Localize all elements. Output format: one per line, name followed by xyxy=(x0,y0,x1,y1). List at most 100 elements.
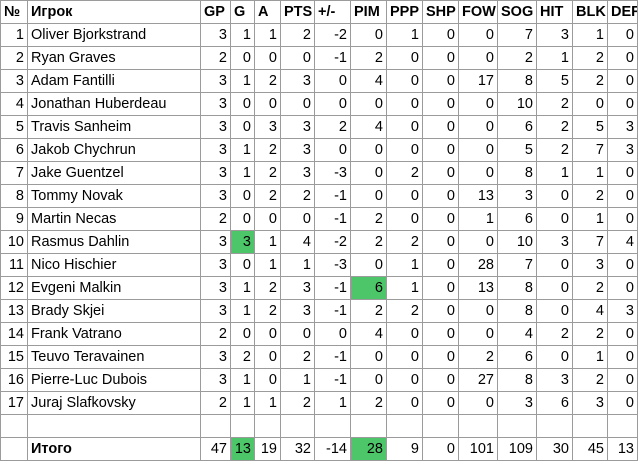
stat-cell-ppp[interactable]: 2 xyxy=(386,299,423,323)
player-name-cell[interactable]: Evgeni Malkin xyxy=(27,276,201,300)
total-cell-hit[interactable]: 30 xyxy=(536,437,573,461)
stat-cell-pim[interactable]: 6 xyxy=(350,276,387,300)
stat-cell-gp[interactable]: 3 xyxy=(200,345,231,369)
stat-cell-fow[interactable]: 0 xyxy=(458,23,498,47)
stat-cell-g[interactable]: 3 xyxy=(230,230,255,254)
column-header[interactable]: A xyxy=(254,0,281,24)
stat-cell-fow[interactable]: 0 xyxy=(458,299,498,323)
stat-cell-ppp[interactable]: 0 xyxy=(386,92,423,116)
empty-cell[interactable] xyxy=(280,414,315,438)
stat-cell-def[interactable]: 0 xyxy=(607,276,638,300)
stat-cell-shp[interactable]: 0 xyxy=(422,368,459,392)
player-name-cell[interactable]: Oliver Bjorkstrand xyxy=(27,23,201,47)
stat-cell-sog[interactable]: 3 xyxy=(497,184,537,208)
stat-cell-pts[interactable]: 0 xyxy=(280,46,315,70)
stat-cell-g[interactable]: 0 xyxy=(230,115,255,139)
stat-cell-fow[interactable]: 0 xyxy=(458,115,498,139)
player-name-cell[interactable]: Adam Fantilli xyxy=(27,69,201,93)
stat-cell-hit[interactable]: 2 xyxy=(536,138,573,162)
stat-cell-def[interactable]: 0 xyxy=(607,253,638,277)
stat-cell-shp[interactable]: 0 xyxy=(422,207,459,231)
stat-cell-pim[interactable]: 0 xyxy=(350,92,387,116)
stat-cell-hit[interactable]: 3 xyxy=(536,23,573,47)
stat-cell-pim[interactable]: 2 xyxy=(350,207,387,231)
stat-cell-g[interactable]: 1 xyxy=(230,368,255,392)
empty-cell[interactable] xyxy=(254,414,281,438)
stat-cell-shp[interactable]: 0 xyxy=(422,322,459,346)
stat-cell-shp[interactable]: 0 xyxy=(422,23,459,47)
stat-cell-blk[interactable]: 3 xyxy=(572,391,608,415)
stat-cell-g[interactable]: 1 xyxy=(230,161,255,185)
column-header[interactable]: SHP xyxy=(422,0,459,24)
empty-cell[interactable] xyxy=(314,414,351,438)
stat-cell-ppp[interactable]: 0 xyxy=(386,391,423,415)
stat-cell-sog[interactable]: 8 xyxy=(497,299,537,323)
stat-cell-ppp[interactable]: 0 xyxy=(386,184,423,208)
stat-cell-a[interactable]: 1 xyxy=(254,23,281,47)
stat-cell-g[interactable]: 1 xyxy=(230,299,255,323)
stat-cell-pm[interactable]: -1 xyxy=(314,299,351,323)
total-cell-a[interactable]: 19 xyxy=(254,437,281,461)
stat-cell-g[interactable]: 1 xyxy=(230,23,255,47)
stat-cell-def[interactable]: 0 xyxy=(607,322,638,346)
stat-cell-def[interactable]: 0 xyxy=(607,69,638,93)
stat-cell-hit[interactable]: 0 xyxy=(536,299,573,323)
stat-cell-shp[interactable]: 0 xyxy=(422,184,459,208)
stat-cell-gp[interactable]: 3 xyxy=(200,23,231,47)
stat-cell-pm[interactable]: -1 xyxy=(314,184,351,208)
stat-cell-pts[interactable]: 2 xyxy=(280,345,315,369)
stat-cell-blk[interactable]: 2 xyxy=(572,368,608,392)
stat-cell-ppp[interactable]: 0 xyxy=(386,207,423,231)
stat-cell-sog[interactable]: 8 xyxy=(497,276,537,300)
stat-cell-pts[interactable]: 3 xyxy=(280,299,315,323)
stat-cell-pts[interactable]: 3 xyxy=(280,115,315,139)
stat-cell-shp[interactable]: 0 xyxy=(422,92,459,116)
player-name-cell[interactable]: Nico Hischier xyxy=(27,253,201,277)
stat-cell-shp[interactable]: 0 xyxy=(422,345,459,369)
stat-cell-hit[interactable]: 2 xyxy=(536,92,573,116)
total-cell-pts[interactable]: 32 xyxy=(280,437,315,461)
stat-cell-def[interactable]: 0 xyxy=(607,161,638,185)
stat-cell-ppp[interactable]: 2 xyxy=(386,230,423,254)
stat-cell-pim[interactable]: 0 xyxy=(350,345,387,369)
stat-cell-pm[interactable]: -2 xyxy=(314,23,351,47)
stat-cell-hit[interactable]: 5 xyxy=(536,69,573,93)
stat-cell-g[interactable]: 0 xyxy=(230,184,255,208)
stat-cell-hit[interactable]: 0 xyxy=(536,276,573,300)
stat-cell-pts[interactable]: 3 xyxy=(280,69,315,93)
stat-cell-gp[interactable]: 3 xyxy=(200,368,231,392)
stat-cell-a[interactable]: 0 xyxy=(254,368,281,392)
stat-cell-fow[interactable]: 2 xyxy=(458,345,498,369)
stat-cell-def[interactable]: 0 xyxy=(607,92,638,116)
stat-cell-ppp[interactable]: 0 xyxy=(386,46,423,70)
stat-cell-sog[interactable]: 10 xyxy=(497,230,537,254)
stat-cell-sog[interactable]: 8 xyxy=(497,368,537,392)
stat-cell-def[interactable]: 0 xyxy=(607,23,638,47)
stat-cell-pim[interactable]: 0 xyxy=(350,23,387,47)
stat-cell-pm[interactable]: 0 xyxy=(314,138,351,162)
stat-cell-gp[interactable]: 3 xyxy=(200,161,231,185)
stat-cell-hit[interactable]: 6 xyxy=(536,391,573,415)
column-header[interactable]: PTS xyxy=(280,0,315,24)
column-header[interactable]: DEF xyxy=(607,0,638,24)
stat-cell-hit[interactable]: 0 xyxy=(536,253,573,277)
stat-cell-g[interactable]: 1 xyxy=(230,276,255,300)
stat-cell-blk[interactable]: 2 xyxy=(572,322,608,346)
stat-cell-pts[interactable]: 2 xyxy=(280,184,315,208)
stat-cell-fow[interactable]: 0 xyxy=(458,138,498,162)
row-number-cell[interactable]: 3 xyxy=(0,69,28,93)
stat-cell-shp[interactable]: 0 xyxy=(422,161,459,185)
empty-cell[interactable] xyxy=(350,414,387,438)
stat-cell-sog[interactable]: 8 xyxy=(497,69,537,93)
stat-cell-a[interactable]: 1 xyxy=(254,253,281,277)
row-number-cell[interactable]: 14 xyxy=(0,322,28,346)
stat-cell-pim[interactable]: 4 xyxy=(350,69,387,93)
stat-cell-g[interactable]: 0 xyxy=(230,207,255,231)
stat-cell-fow[interactable]: 13 xyxy=(458,276,498,300)
stat-cell-sog[interactable]: 2 xyxy=(497,46,537,70)
column-header[interactable]: Игрок xyxy=(27,0,201,24)
total-row-number-cell[interactable] xyxy=(0,437,28,461)
stat-cell-gp[interactable]: 3 xyxy=(200,69,231,93)
stat-cell-a[interactable]: 2 xyxy=(254,138,281,162)
row-number-cell[interactable]: 12 xyxy=(0,276,28,300)
